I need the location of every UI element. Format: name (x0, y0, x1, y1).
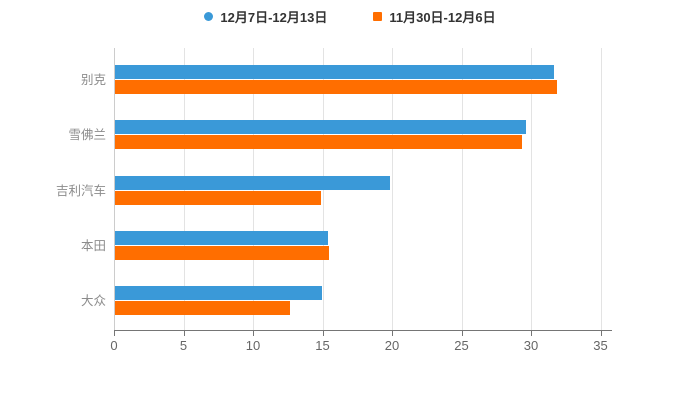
bar-series1-cat4[interactable] (115, 230, 328, 245)
x-axis-tick (531, 331, 532, 336)
y-axis-line (114, 48, 115, 330)
x-axis-tick-label: 10 (245, 338, 261, 353)
y-axis-category-label: 大众 (80, 294, 106, 309)
gridline (600, 48, 602, 330)
x-axis-tick-label: 25 (454, 338, 469, 353)
x-axis-tick-label: 0 (110, 338, 118, 353)
y-axis-category-label: 雪佛兰 (68, 128, 106, 143)
x-axis-tick-label: 35 (593, 338, 608, 353)
bar-series1-cat1[interactable] (115, 65, 555, 79)
x-axis-tick (322, 331, 324, 336)
gridline (531, 48, 532, 330)
legend-item-label: 11月30日-12月6日 (389, 10, 496, 25)
x-axis-line (114, 330, 612, 331)
bar-series2-cat1[interactable] (115, 80, 558, 94)
bar-series1-cat3[interactable] (115, 175, 391, 190)
legend-circle-marker-icon (204, 12, 214, 21)
chart-legend: 12月7日-12月13日 11月30日-12月6日 (0, 7, 700, 26)
gridline (392, 48, 393, 330)
x-axis-tick (392, 331, 393, 336)
legend-item-week-nov30-dec6[interactable]: 11月30日-12月6日 (373, 7, 496, 26)
x-axis-tick (114, 331, 115, 336)
bar-series1-cat2[interactable] (115, 120, 527, 135)
x-axis-tick (253, 331, 254, 336)
x-axis-tick (600, 331, 602, 336)
x-axis-tick (183, 331, 185, 336)
legend-item-week-dec7-dec13[interactable]: 12月7日-12月13日 (204, 7, 327, 26)
bar-series1-cat5[interactable] (115, 286, 323, 301)
x-axis-tick (461, 331, 463, 336)
y-axis-category-label: 本田 (80, 238, 106, 253)
bar-series2-cat2[interactable] (115, 135, 523, 150)
bar-series2-cat4[interactable] (115, 245, 330, 260)
x-axis-tick-label: 15 (315, 338, 330, 353)
gridline (461, 48, 463, 330)
x-axis-tick-label: 20 (384, 338, 400, 353)
bar-series2-cat5[interactable] (115, 301, 291, 316)
y-axis-category-label: 别克 (80, 73, 106, 87)
legend-square-marker-icon (373, 12, 383, 21)
y-axis-category-label: 吉利汽车 (55, 183, 106, 198)
legend-item-label: 12月7日-12月13日 (220, 10, 328, 25)
x-axis-tick-label: 30 (523, 338, 539, 353)
bar-series2-cat3[interactable] (115, 190, 321, 205)
x-axis-tick-label: 5 (179, 338, 188, 353)
